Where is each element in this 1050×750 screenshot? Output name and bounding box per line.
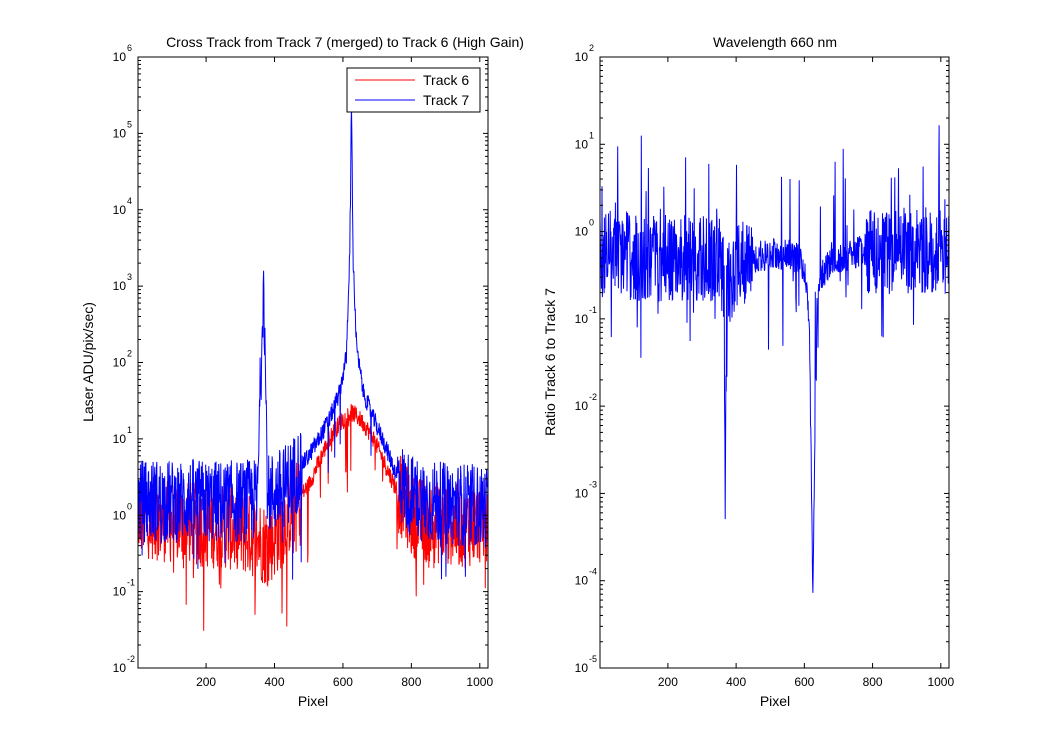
right-axes: 200 400 600 800 1000 10-510-410-310-210-1100… xyxy=(542,34,954,709)
left-y-tick-exponent: 6 xyxy=(127,43,132,53)
right-x-tick-label: 800 xyxy=(863,675,883,689)
left-y-tick-exponent: 3 xyxy=(127,272,132,282)
left-y-tick-label: 10 xyxy=(113,661,127,675)
left-y-tick-label: 10 xyxy=(113,203,127,217)
legend: Track 6 Track 7 xyxy=(346,67,481,113)
left-x-ticks: 200 400 600 800 1000 xyxy=(196,57,493,689)
left-y-axis-label: Laser ADU/pix/sec) xyxy=(80,302,96,422)
right-y-tick-exponent: -2 xyxy=(589,392,597,402)
right-series-ratio-line xyxy=(600,125,949,593)
left-y-tick-label: 10 xyxy=(113,432,127,446)
right-y-tick-exponent: 0 xyxy=(589,218,594,228)
right-x-ticks: 200 400 600 800 1000 xyxy=(658,57,954,689)
left-y-tick-exponent: -2 xyxy=(127,654,135,664)
right-y-tick-exponent: -4 xyxy=(589,567,597,577)
left-y-tick-label: 10 xyxy=(113,50,127,64)
left-x-tick-label: 800 xyxy=(401,675,421,689)
right-axes-box xyxy=(599,56,950,669)
left-y-tick-label: 10 xyxy=(113,126,127,140)
right-y-tick-label: 10 xyxy=(575,399,589,413)
left-y-tick-label: 10 xyxy=(113,356,127,370)
left-axes: 200 400 600 800 1000 10-210-1100101102103104… xyxy=(80,34,524,709)
left-x-tick-label: 600 xyxy=(333,675,353,689)
right-y-tick-label: 10 xyxy=(575,225,589,239)
right-y-tick-exponent: -1 xyxy=(589,305,597,315)
left-y-tick-label: 10 xyxy=(113,508,127,522)
legend-label-track-6: Track 6 xyxy=(423,72,469,88)
right-y-tick-label: 10 xyxy=(575,50,589,64)
right-y-axis-label: Ratio Track 6 to Track 7 xyxy=(542,288,558,436)
right-y-tick-label: 10 xyxy=(575,574,589,588)
right-plot-series-group xyxy=(600,125,949,593)
left-x-tick-label: 400 xyxy=(264,675,284,689)
left-x-tick-label: 1000 xyxy=(466,675,493,689)
right-x-axis-label: Pixel xyxy=(760,693,790,709)
legend-label-track-7: Track 7 xyxy=(423,92,469,108)
left-y-tick-label: 10 xyxy=(113,585,127,599)
left-x-axis-label: Pixel xyxy=(298,693,328,709)
right-x-tick-label: 400 xyxy=(726,675,746,689)
left-y-tick-exponent: 4 xyxy=(127,196,132,206)
left-y-tick-label: 10 xyxy=(113,279,127,293)
left-y-tick-exponent: 0 xyxy=(127,501,132,511)
right-y-tick-label: 10 xyxy=(575,312,589,326)
right-y-tick-exponent: 2 xyxy=(589,43,594,53)
right-y-tick-label: 10 xyxy=(575,137,589,151)
right-y-tick-exponent: 1 xyxy=(589,130,594,140)
right-y-tick-label: 10 xyxy=(575,486,589,500)
left-series-track-6-line xyxy=(138,404,488,631)
left-series-track-7-line xyxy=(138,106,488,580)
legend-box xyxy=(346,67,481,113)
right-y-tick-label: 10 xyxy=(575,661,589,675)
left-y-tick-exponent: 1 xyxy=(127,425,132,435)
right-x-tick-label: 600 xyxy=(794,675,814,689)
left-plot-series-group xyxy=(138,106,488,631)
left-y-tick-exponent: -1 xyxy=(127,578,135,588)
right-y-tick-exponent: -3 xyxy=(589,479,597,489)
left-x-tick-label: 200 xyxy=(196,675,216,689)
right-x-tick-label: 200 xyxy=(658,675,678,689)
left-y-tick-exponent: 5 xyxy=(127,119,132,129)
right-chart-title: Wavelength 660 nm xyxy=(713,34,837,50)
right-x-tick-label: 1000 xyxy=(927,675,954,689)
right-y-tick-exponent: -5 xyxy=(589,654,597,664)
left-y-tick-exponent: 2 xyxy=(127,349,132,359)
left-chart-title: Cross Track from Track 7 (merged) to Tra… xyxy=(166,34,524,50)
